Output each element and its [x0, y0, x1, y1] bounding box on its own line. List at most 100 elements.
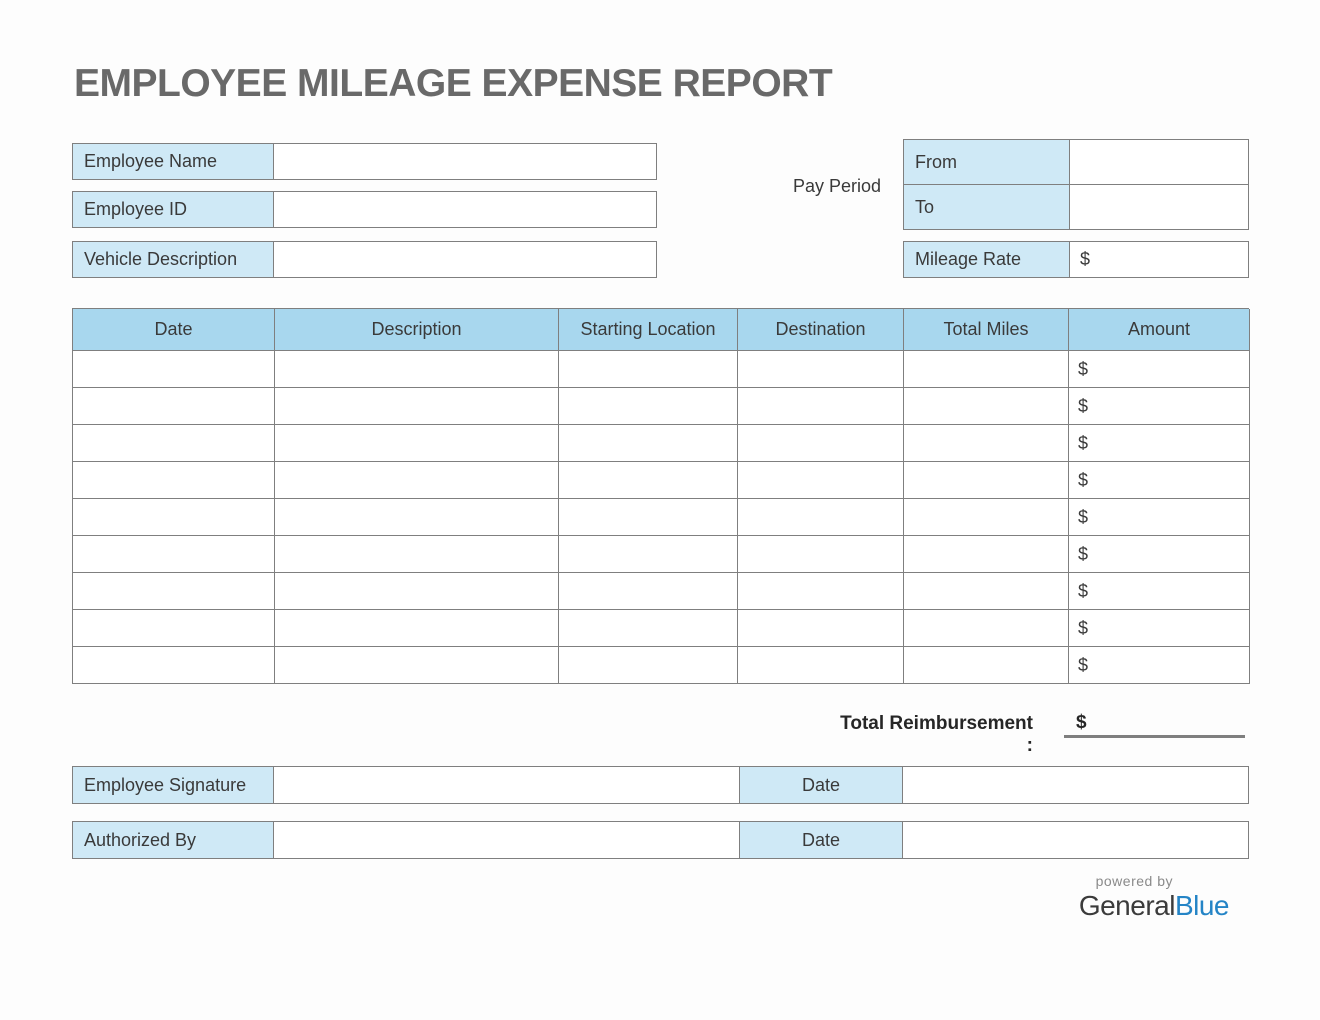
- mileage-rate-label: Mileage Rate: [904, 242, 1070, 277]
- employee-signature-date-field[interactable]: [903, 767, 1248, 803]
- employee-id-label: Employee ID: [73, 192, 274, 227]
- cell-starting-location[interactable]: [559, 425, 738, 462]
- cell-destination[interactable]: [738, 610, 904, 647]
- dollar-prefix: $: [1078, 543, 1089, 564]
- vehicle-description-label: Vehicle Description: [73, 242, 274, 277]
- mileage-rate-field[interactable]: $: [1070, 242, 1248, 277]
- cell-description[interactable]: [275, 351, 559, 388]
- total-reimbursement-label: Total Reimbursement :: [840, 713, 1033, 756]
- pay-period-label: Pay Period: [793, 176, 882, 196]
- cell-description[interactable]: [275, 573, 559, 610]
- employee-signature-field[interactable]: [274, 767, 739, 803]
- cell-date[interactable]: [73, 536, 275, 573]
- cell-description[interactable]: [275, 647, 559, 684]
- cell-date[interactable]: [73, 388, 275, 425]
- table-row: $: [73, 610, 1250, 647]
- cell-starting-location[interactable]: [559, 351, 738, 388]
- table-row: $: [73, 647, 1250, 684]
- cell-description[interactable]: [275, 425, 559, 462]
- cell-total-miles[interactable]: [904, 425, 1069, 462]
- cell-total-miles[interactable]: [904, 573, 1069, 610]
- authorized-by-row: Authorized By Date: [72, 821, 1249, 859]
- cell-starting-location[interactable]: [559, 388, 738, 425]
- dollar-prefix: $: [1080, 249, 1091, 269]
- cell-destination[interactable]: [738, 573, 904, 610]
- employee-id-row: Employee ID: [72, 191, 657, 228]
- dollar-prefix: $: [1078, 358, 1089, 379]
- cell-total-miles[interactable]: [904, 610, 1069, 647]
- cell-amount[interactable]: $: [1069, 610, 1250, 647]
- cell-amount[interactable]: $: [1069, 536, 1250, 573]
- employee-signature-label: Employee Signature: [73, 767, 274, 803]
- total-reimbursement-field[interactable]: $: [1076, 712, 1087, 734]
- cell-starting-location[interactable]: [559, 610, 738, 647]
- cell-destination[interactable]: [738, 647, 904, 684]
- employee-signature-row: Employee Signature Date: [72, 766, 1249, 804]
- cell-total-miles[interactable]: [904, 462, 1069, 499]
- cell-description[interactable]: [275, 536, 559, 573]
- cell-starting-location[interactable]: [559, 647, 738, 684]
- cell-date[interactable]: [73, 573, 275, 610]
- table-row: $: [73, 462, 1250, 499]
- cell-date[interactable]: [73, 351, 275, 388]
- cell-starting-location[interactable]: [559, 499, 738, 536]
- cell-destination[interactable]: [738, 499, 904, 536]
- dollar-prefix: $: [1078, 617, 1089, 638]
- cell-destination[interactable]: [738, 425, 904, 462]
- cell-description[interactable]: [275, 610, 559, 647]
- cell-starting-location[interactable]: [559, 462, 738, 499]
- mileage-rate-row: Mileage Rate $: [903, 241, 1249, 278]
- cell-date[interactable]: [73, 647, 275, 684]
- cell-date[interactable]: [73, 499, 275, 536]
- authorized-by-date-field[interactable]: [903, 822, 1248, 858]
- cell-description[interactable]: [275, 462, 559, 499]
- dollar-prefix: $: [1078, 432, 1089, 453]
- cell-starting-location[interactable]: [559, 536, 738, 573]
- cell-total-miles[interactable]: [904, 536, 1069, 573]
- dollar-prefix: $: [1078, 506, 1089, 527]
- dollar-prefix: $: [1078, 469, 1089, 490]
- pay-period-to-field[interactable]: [1070, 185, 1248, 229]
- cell-destination[interactable]: [738, 351, 904, 388]
- table-row: $: [73, 499, 1250, 536]
- employee-name-label: Employee Name: [73, 144, 274, 179]
- cell-amount[interactable]: $: [1069, 425, 1250, 462]
- cell-total-miles[interactable]: [904, 499, 1069, 536]
- cell-starting-location[interactable]: [559, 573, 738, 610]
- cell-description[interactable]: [275, 499, 559, 536]
- table-row: $: [73, 351, 1250, 388]
- cell-destination[interactable]: [738, 462, 904, 499]
- cell-amount[interactable]: $: [1069, 573, 1250, 610]
- cell-destination[interactable]: [738, 388, 904, 425]
- vehicle-description-field[interactable]: [274, 242, 656, 277]
- brand-blue: Blue: [1174, 890, 1230, 921]
- cell-amount[interactable]: $: [1069, 647, 1250, 684]
- dollar-prefix: $: [1078, 654, 1089, 675]
- cell-date[interactable]: [73, 462, 275, 499]
- pay-period-from-field[interactable]: [1070, 140, 1248, 184]
- cell-amount[interactable]: $: [1069, 388, 1250, 425]
- pay-period-table: From To: [903, 139, 1249, 230]
- cell-total-miles[interactable]: [904, 388, 1069, 425]
- page-title: EMPLOYEE MILEAGE EXPENSE REPORT: [74, 62, 833, 105]
- cell-date[interactable]: [73, 610, 275, 647]
- employee-id-field[interactable]: [274, 192, 656, 227]
- pay-period-to-row: To: [904, 185, 1248, 229]
- employee-name-field[interactable]: [274, 144, 656, 179]
- mileage-table: Date Description Starting Location Desti…: [72, 308, 1250, 684]
- cell-total-miles[interactable]: [904, 351, 1069, 388]
- cell-description[interactable]: [275, 388, 559, 425]
- total-underline: [1064, 735, 1245, 738]
- cell-amount[interactable]: $: [1069, 499, 1250, 536]
- cell-date[interactable]: [73, 425, 275, 462]
- cell-total-miles[interactable]: [904, 647, 1069, 684]
- authorized-by-field[interactable]: [274, 822, 739, 858]
- employee-name-row: Employee Name: [72, 143, 657, 180]
- employee-signature-date-label: Date: [739, 767, 903, 803]
- cell-destination[interactable]: [738, 536, 904, 573]
- cell-amount[interactable]: $: [1069, 351, 1250, 388]
- header-amount: Amount: [1069, 309, 1250, 351]
- cell-amount[interactable]: $: [1069, 462, 1250, 499]
- dollar-prefix: $: [1078, 580, 1089, 601]
